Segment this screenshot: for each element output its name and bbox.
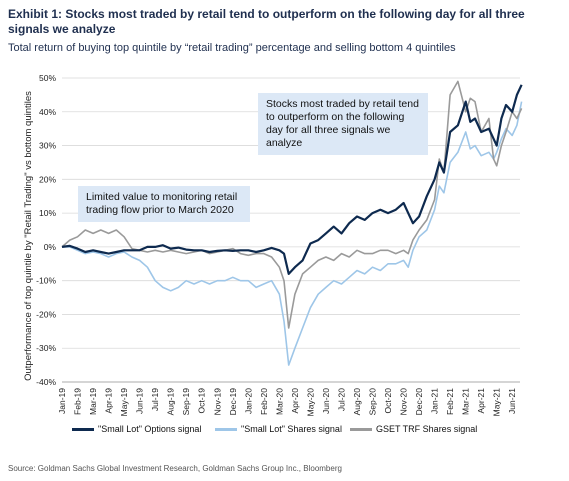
x-tick-label: Jul-19 xyxy=(150,388,160,411)
y-axis-ticks: 50% 40% 30% 20% 10% 0% -10% -20% -30% -40% xyxy=(36,73,56,387)
x-tick-label: Apr-19 xyxy=(104,388,114,414)
legend-label-gset: GSET TRF Shares signal xyxy=(376,424,478,434)
x-tick-label: Jan-19 xyxy=(57,388,67,414)
annotation-limited-value: Limited value to monitoring retail tradi… xyxy=(78,186,250,222)
source-note: Source: Goldman Sachs Global Investment … xyxy=(8,464,342,473)
x-tick-label: Oct-19 xyxy=(197,388,207,414)
series-line-2 xyxy=(61,80,523,329)
x-tick-label: Feb-20 xyxy=(259,388,269,415)
x-tick-label: Jun-19 xyxy=(135,388,145,414)
x-tick-label: Oct-20 xyxy=(383,388,393,414)
series-line-1 xyxy=(62,101,523,366)
x-tick-label: Mar-19 xyxy=(88,388,98,415)
chart-title: Exhibit 1: Stocks most traded by retail … xyxy=(8,7,525,36)
chart-subtitle: Total return of buying top quintile by “… xyxy=(8,42,456,54)
legend-swatch-gset xyxy=(350,427,372,431)
x-tick-label: Apr-20 xyxy=(290,388,300,414)
y-tick-label: -20% xyxy=(36,309,56,319)
legend-swatch-shares xyxy=(215,427,237,431)
x-tick-label: Dec-19 xyxy=(228,388,238,416)
x-tick-label: Nov-20 xyxy=(399,388,409,416)
x-tick-label: Feb-19 xyxy=(73,388,83,415)
legend-item-gset: GSET TRF Shares signal xyxy=(350,424,477,434)
legend-label-options: "Small Lot" Options signal xyxy=(98,424,202,434)
y-tick-label: -30% xyxy=(36,343,56,353)
legend-label-shares: "Small Lot" Shares signal xyxy=(241,424,342,434)
y-tick-label: -10% xyxy=(36,276,56,286)
y-tick-label: 20% xyxy=(39,174,56,184)
series-lines xyxy=(61,80,523,366)
x-tick-label: Aug-20 xyxy=(352,388,362,416)
x-tick-label: Nov-19 xyxy=(212,388,222,416)
x-tick-label: Mar-20 xyxy=(274,388,284,415)
y-axis-label: Outperformance of top quintile by "Retai… xyxy=(23,91,34,381)
x-tick-label: Dec-20 xyxy=(414,388,424,416)
x-tick-label: May-19 xyxy=(119,388,129,417)
x-tick-label: May-20 xyxy=(305,388,315,417)
y-tick-label: 50% xyxy=(39,73,56,83)
annotation-retail-outperform: Stocks most traded by retail tend to out… xyxy=(258,93,428,155)
y-tick-label: 30% xyxy=(39,141,56,151)
x-tick-label: Sep-19 xyxy=(181,388,191,416)
x-tick-label: Apr-21 xyxy=(476,388,486,414)
x-tick-label: Feb-21 xyxy=(445,388,455,415)
legend-item-options: "Small Lot" Options signal xyxy=(72,424,201,434)
y-tick-label: 40% xyxy=(39,107,56,117)
legend-item-shares: "Small Lot" Shares signal xyxy=(215,424,342,434)
x-tick-label: Jan-20 xyxy=(243,388,253,414)
x-tick-label: Jul-20 xyxy=(336,388,346,411)
y-tick-label: -40% xyxy=(36,377,56,387)
x-tick-label: Jun-20 xyxy=(321,388,331,414)
x-tick-label: Aug-19 xyxy=(166,388,176,416)
x-tick-label: Sep-20 xyxy=(368,388,378,416)
y-tick-label: 0% xyxy=(44,242,57,252)
x-tick-label: May-21 xyxy=(492,388,502,417)
series-line-0 xyxy=(61,84,523,275)
x-axis-ticks: Jan-19 Feb-19 Mar-19 Apr-19 May-19 Jun-19 Jul-… xyxy=(57,381,520,417)
legend-swatch-options xyxy=(72,427,94,431)
y-tick-label: 10% xyxy=(39,208,56,218)
x-tick-label: Jun-21 xyxy=(507,388,517,414)
x-tick-label: Mar-21 xyxy=(461,388,471,415)
x-tick-label: Jan-21 xyxy=(430,388,440,414)
